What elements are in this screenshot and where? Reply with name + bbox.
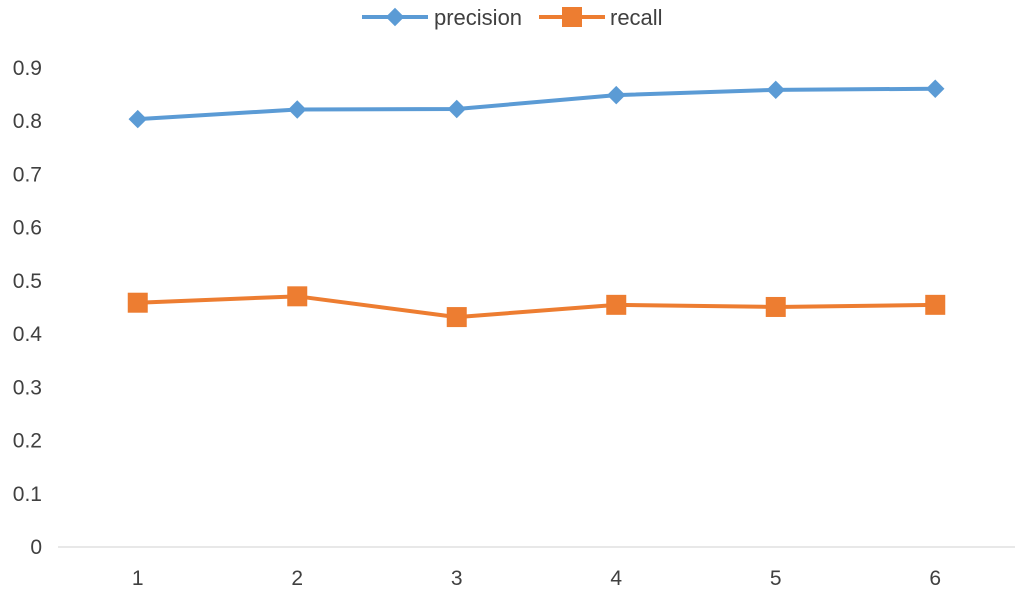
x-tick-label: 5: [770, 567, 782, 590]
y-tick-label: 0: [30, 536, 42, 559]
legend-marker: [385, 7, 405, 27]
y-tick-label: 0.1: [13, 483, 42, 506]
legend-item-recall: recall: [539, 5, 663, 30]
y-tick-label: 0.4: [13, 323, 43, 346]
x-tick-label: 3: [451, 567, 463, 590]
data-point-recall: [765, 296, 786, 317]
legend-label: recall: [610, 5, 663, 30]
data-point-precision: [447, 99, 466, 119]
y-tick-label: 0.9: [13, 57, 42, 80]
data-point-recall: [925, 294, 946, 315]
data-point-precision: [128, 109, 147, 129]
x-axis: 1 2 3 4 5 6: [58, 546, 1015, 590]
x-tick-label: 4: [610, 567, 622, 590]
data-point-recall: [287, 286, 308, 307]
legend-item-precision: precision: [362, 5, 522, 30]
series-precision: [128, 79, 945, 129]
series-line-recall: [135, 294, 938, 320]
data-point-recall: [127, 292, 148, 313]
legend: precision recall: [362, 5, 663, 30]
data-point-precision: [926, 79, 945, 98]
data-point-precision: [607, 85, 626, 105]
y-axis: 0 0.1 0.2 0.3 0.4 0.5 0.6 0.7 0.8 0.9: [13, 57, 43, 559]
series-recall: [127, 286, 946, 328]
series-line-precision: [135, 86, 938, 122]
y-tick-label: 0.5: [13, 270, 42, 293]
x-tick-label: 1: [132, 567, 144, 590]
legend-marker: [562, 7, 582, 27]
y-tick-label: 0.8: [13, 110, 42, 133]
data-point-precision: [288, 100, 307, 119]
data-point-precision: [766, 80, 785, 100]
series-layer: [127, 79, 946, 328]
y-tick-label: 0.7: [13, 163, 42, 186]
data-point-recall: [446, 307, 467, 328]
legend-label: precision: [434, 5, 522, 30]
data-point-recall: [606, 294, 627, 315]
y-tick-label: 0.3: [13, 376, 42, 399]
x-tick-label: 2: [291, 567, 303, 590]
y-tick-label: 0.2: [13, 430, 42, 453]
x-tick-label: 6: [929, 567, 941, 590]
y-tick-label: 0.6: [13, 217, 42, 240]
